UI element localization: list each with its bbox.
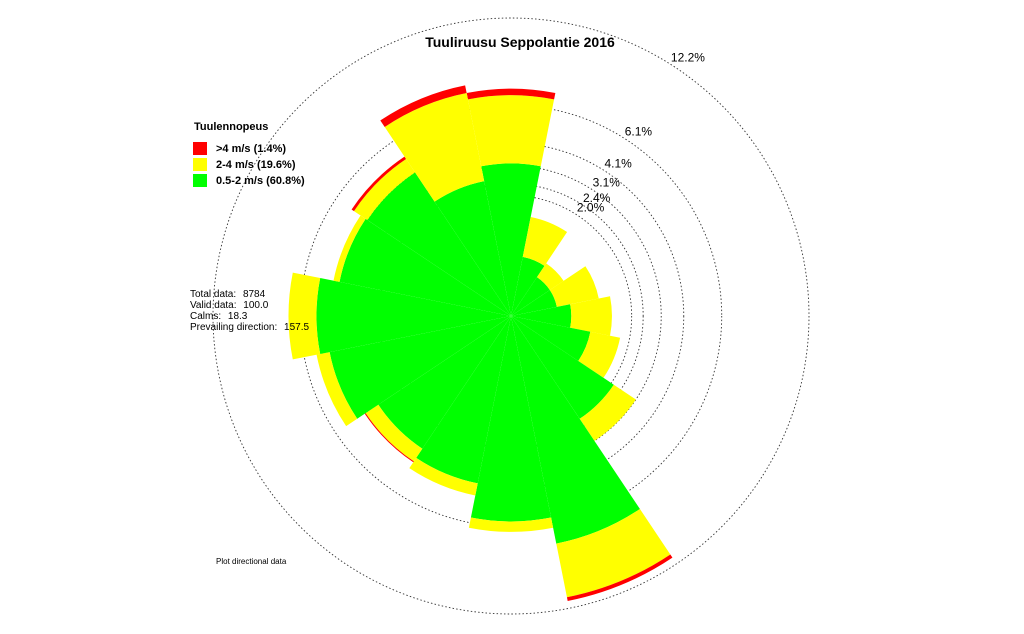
sector-270-series-0 [316, 278, 511, 354]
stat-calms-value: 18.3 [228, 311, 248, 322]
stat-valid-data: Valid data: 100.0 [190, 300, 269, 311]
sector-247.5-series-1 [316, 352, 358, 427]
stat-calms-label: Calms: [190, 311, 221, 322]
stat-total-data-label: Total data: [190, 289, 236, 300]
ring-labels: 2.0%2.4%3.1% 4.1% 6.1% 12.2% [577, 50, 705, 214]
legend-swatch-1 [193, 158, 207, 171]
sector-292.5-series-0 [339, 218, 511, 316]
sector-135-series-0 [511, 316, 614, 419]
ring-label-1: 2.4% [583, 191, 611, 205]
sector-315-series-0 [367, 172, 511, 316]
stat-valid-data-value: 100.0 [243, 300, 268, 311]
legend-title: Tuulennopeus [194, 121, 268, 133]
legend-swatch-2 [193, 174, 207, 187]
sectors [288, 85, 673, 601]
sector-315-series-2 [351, 156, 407, 212]
stat-prevailing-label: Prevailing direction: [190, 322, 277, 333]
legend-swatch-0 [193, 142, 207, 155]
legend-label-0: >4 m/s (1.4%) [216, 143, 286, 155]
legend: Tuulennopeus >4 m/s (1.4%) 2-4 m/s (19.6%… [193, 121, 305, 187]
legend-items: >4 m/s (1.4%) 2-4 m/s (19.6%) 0.5-2 m/s (6… [193, 142, 305, 187]
sector-157.5-series-1 [556, 508, 671, 598]
sector-135-series-1 [579, 384, 636, 441]
stat-valid-data-label: Valid data: [190, 300, 237, 311]
sector-157.5-series-2 [566, 554, 673, 601]
sector-225-series-1 [365, 404, 423, 462]
sector-45-series-1 [536, 263, 564, 291]
sector-225-series-0 [378, 316, 511, 449]
chart-title: Tuuliruusu Seppolantie 2016 [425, 34, 615, 50]
ring-label-5: 12.2% [671, 50, 705, 64]
ring-label-2: 3.1% [593, 176, 621, 190]
grid-ring-5 [212, 17, 810, 615]
legend-label-1: 2-4 m/s (19.6%) [216, 159, 296, 171]
sector-292.5-series-1 [333, 215, 366, 282]
sector-270-series-1 [288, 272, 321, 360]
sector-315-series-1 [353, 158, 416, 221]
stat-prevailing-value: 157.5 [284, 322, 309, 333]
sector-202.5-series-0 [416, 316, 511, 484]
sector-67.5-series-0 [511, 290, 557, 316]
ring-label-3: 4.1% [605, 157, 633, 171]
sector-247.5-series-0 [329, 316, 511, 419]
sector-337.5-series-2 [380, 85, 467, 127]
sector-90-series-1 [570, 296, 612, 336]
sector-0-series-0 [481, 163, 541, 316]
plot-note: Plot directional data [216, 557, 287, 566]
ring-label-0: 2.0% [577, 201, 605, 215]
sector-180-series-0 [470, 316, 552, 522]
stats-block: Total data: 8784 Valid data: 100.0 Calms… [190, 289, 310, 333]
sector-67.5-series-1 [549, 266, 599, 307]
stat-total-data-value: 8784 [243, 289, 266, 300]
sector-22.5-series-0 [511, 256, 545, 316]
stat-prevailing-direction: Prevailing direction: 157.5 [190, 322, 310, 333]
sector-0-series-1 [467, 95, 555, 167]
sector-337.5-series-0 [434, 181, 511, 316]
stat-calms: Calms: 18.3 [190, 311, 248, 322]
sector-112.5-series-0 [511, 316, 591, 361]
sector-22.5-series-1 [522, 216, 568, 266]
sector-157.5-series-0 [511, 316, 640, 544]
sector-45-series-0 [511, 277, 550, 316]
sector-90-series-0 [511, 304, 572, 328]
legend-label-2: 0.5-2 m/s (60.8%) [216, 175, 305, 187]
ring-label-4: 6.1% [625, 124, 653, 138]
sector-202.5-series-1 [409, 457, 478, 496]
sector-180-series-1 [468, 517, 554, 532]
stat-total-data: Total data: 8784 [190, 289, 266, 300]
sector-337.5-series-1 [384, 93, 485, 202]
sector-112.5-series-1 [578, 331, 621, 378]
sector-0-series-2 [466, 88, 556, 100]
